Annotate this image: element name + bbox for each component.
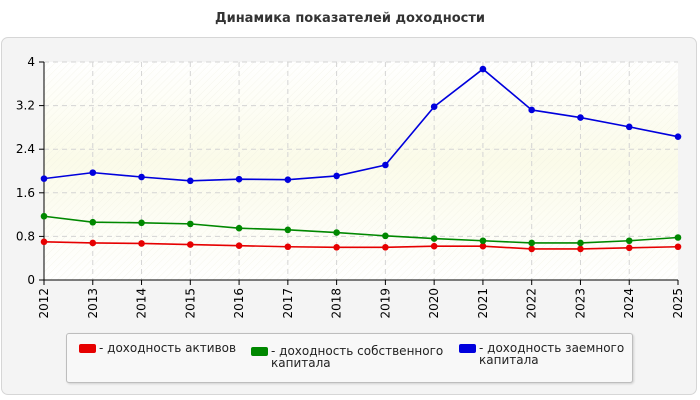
data-point[interactable] [333, 229, 340, 236]
x-tick-label: 2020 [427, 288, 441, 319]
data-point[interactable] [235, 175, 243, 183]
data-point[interactable] [138, 219, 145, 227]
x-tick-label: 2015 [183, 288, 197, 319]
data-point[interactable] [89, 239, 97, 247]
data-point[interactable] [235, 242, 243, 249]
x-tick-label: 2014 [135, 288, 149, 319]
x-tick-labels: 2012 2013 2014 2015 2016 2017 2018 2019 2020 2021… [37, 288, 685, 319]
y-tick-labels: 0 0.8 1.6 2.4 3.2 4 [16, 55, 35, 287]
legend-swatch-red [79, 344, 96, 353]
data-point[interactable] [528, 245, 535, 253]
plot-area: 00.81.62.43.24 2012 2013 2014 2015 2016 2017 2… [16, 55, 685, 319]
x-tick-label: 2025 [671, 288, 685, 319]
data-point[interactable] [284, 243, 292, 251]
x-tick-label: 2016 [232, 288, 246, 319]
data-point[interactable] [430, 103, 438, 110]
y-tick-label: 2.4 [16, 142, 35, 156]
data-point[interactable] [89, 218, 97, 226]
data-point[interactable] [333, 172, 340, 180]
legend-item-series-1[interactable]: - доходность активов [79, 342, 236, 354]
data-point[interactable] [674, 243, 682, 251]
data-point[interactable] [674, 234, 682, 241]
y-tick-label: 3.2 [16, 99, 35, 113]
legend-label: - доходность заемного капитала [479, 341, 625, 367]
data-point[interactable] [577, 245, 584, 253]
data-point[interactable] [284, 176, 292, 184]
data-point[interactable] [187, 177, 194, 185]
x-tick-label: 2024 [622, 288, 636, 319]
data-point[interactable] [479, 237, 487, 245]
data-point[interactable] [382, 232, 389, 240]
data-point[interactable] [625, 123, 633, 131]
data-point[interactable] [479, 65, 487, 73]
data-point[interactable] [40, 238, 48, 246]
data-point[interactable] [528, 239, 535, 247]
legend-item-series-2[interactable]: - доходность собственного капитала [251, 345, 443, 369]
data-point[interactable] [138, 240, 145, 247]
y-tick-label: 0 [27, 273, 35, 287]
data-point[interactable] [479, 242, 487, 250]
x-tick-label: 2018 [330, 288, 344, 319]
legend: - доходность активов - доходность собств… [66, 333, 633, 383]
data-point[interactable] [187, 220, 194, 228]
data-point[interactable] [284, 226, 292, 234]
x-tick-label: 2013 [86, 288, 100, 319]
data-point[interactable] [382, 161, 389, 169]
data-point[interactable] [40, 212, 48, 220]
x-tick-label: 2017 [281, 288, 295, 319]
data-point[interactable] [674, 133, 682, 140]
data-point[interactable] [89, 169, 97, 176]
x-tick-label: 2022 [525, 288, 539, 319]
series-line-2 [43, 215, 679, 244]
x-tick-label: 2023 [573, 288, 587, 319]
chart-panel: 0 0.8 1.6 2.4 3.2 4 2012 2013 2014 2015 2016 2017 2… [1, 37, 697, 395]
data-point[interactable] [528, 106, 535, 114]
data-point[interactable] [625, 237, 633, 245]
legend-label: - доходность активов [99, 341, 237, 355]
data-point[interactable] [235, 224, 243, 232]
data-point[interactable] [430, 242, 438, 250]
chart-title: Динамика показателей доходности [215, 11, 485, 26]
legend-swatch-green [251, 347, 268, 356]
y-tick-label: 1.6 [16, 186, 35, 200]
data-point[interactable] [187, 241, 194, 248]
x-tick-label: 2019 [378, 288, 392, 319]
legend-item-series-3[interactable]: - доходность заемного капитала [459, 342, 624, 366]
legend-label: - доходность собственного капитала [271, 344, 444, 370]
data-point[interactable] [382, 244, 389, 251]
y-tick-label: 0.8 [16, 229, 35, 243]
data-point[interactable] [333, 244, 340, 251]
series-lines [40, 65, 682, 253]
data-point[interactable] [40, 175, 48, 182]
data-point[interactable] [138, 173, 145, 181]
series-line-3 [43, 68, 679, 182]
x-tick-label: 2021 [476, 288, 490, 319]
x-tick-label: 2012 [37, 288, 51, 319]
legend-swatch-blue [459, 344, 476, 353]
data-point[interactable] [625, 244, 633, 252]
data-point[interactable] [577, 239, 584, 247]
y-tick-label: 4 [27, 55, 35, 69]
data-point[interactable] [430, 235, 438, 242]
data-point[interactable] [577, 114, 584, 121]
series-line-1 [43, 241, 679, 250]
